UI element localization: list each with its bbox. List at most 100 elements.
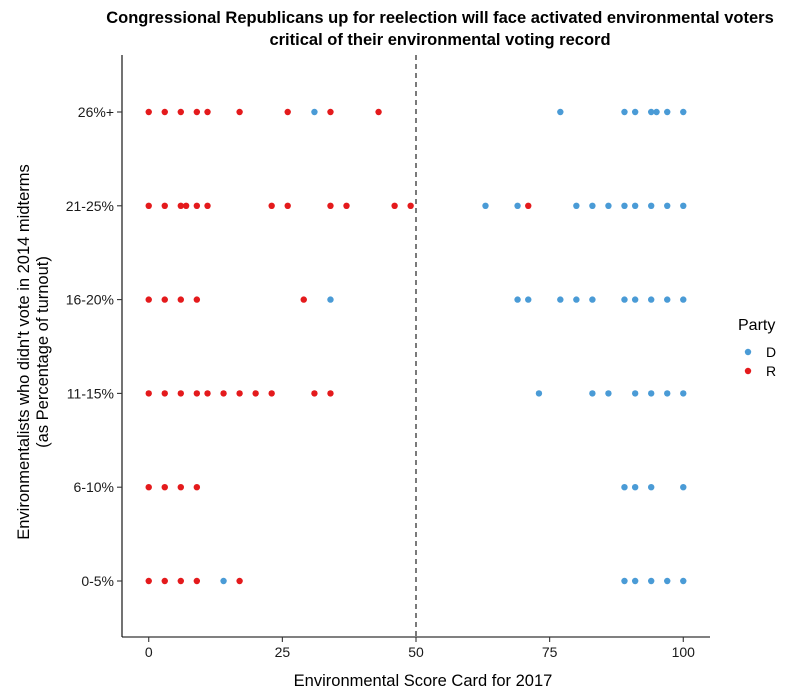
data-point-r <box>161 577 168 585</box>
data-point-d <box>653 108 660 116</box>
x-tick-label: 25 <box>275 644 291 660</box>
data-point-d <box>631 577 639 585</box>
y-tick-label: 21-25% <box>66 198 114 214</box>
data-point-d <box>648 390 655 397</box>
data-point-r <box>252 390 259 397</box>
data-point-r <box>300 296 307 303</box>
data-point-d <box>311 108 318 116</box>
data-point-d <box>664 202 671 209</box>
data-point-d <box>621 296 628 303</box>
data-point-r <box>268 202 275 209</box>
data-point-r <box>177 484 184 491</box>
x-tick-label: 50 <box>408 644 424 660</box>
data-point-d <box>605 202 612 209</box>
data-point-d <box>648 577 655 585</box>
data-point-d <box>680 296 687 303</box>
data-point-r <box>145 108 152 116</box>
data-point-d <box>631 484 639 491</box>
data-point-r <box>193 296 201 303</box>
data-point-r <box>193 390 201 397</box>
legend-label-r: R <box>766 363 776 379</box>
data-point-r <box>284 108 291 116</box>
data-point-d <box>648 108 655 116</box>
data-point-d <box>680 202 687 209</box>
data-point-r <box>145 202 152 209</box>
data-point-d <box>514 296 521 303</box>
data-point-d <box>573 202 580 209</box>
y-tick-label: 11-15% <box>67 385 114 401</box>
data-point-d <box>631 108 639 116</box>
data-point-r <box>236 577 243 585</box>
data-point-d <box>680 390 687 397</box>
y-tick-label: 6-10% <box>74 479 114 495</box>
data-point-r <box>193 202 201 209</box>
chart-title-line-2: critical of their environmental voting r… <box>269 31 610 49</box>
data-point-d <box>327 296 334 303</box>
data-point-r <box>177 390 184 397</box>
data-point-d <box>535 390 543 397</box>
y-tick-label: 26%+ <box>78 104 114 120</box>
data-point-d <box>573 296 580 303</box>
data-point-r <box>525 202 532 209</box>
legend-title: Party <box>738 317 775 334</box>
data-point-r <box>343 202 350 209</box>
plot-area: 0 25 50 75 100 0-5% 6-10% 11-15% 16-20% 21-25% 26%… <box>66 55 710 660</box>
data-point-d <box>664 296 671 303</box>
data-point-d <box>621 484 628 491</box>
data-point-r <box>161 296 168 303</box>
data-point-r <box>311 390 318 397</box>
data-point-r <box>177 577 184 585</box>
data-point-r <box>145 296 152 303</box>
data-point-d <box>631 296 639 303</box>
data-point-r <box>268 390 275 397</box>
data-point-d <box>621 202 628 209</box>
data-point-r <box>145 484 152 491</box>
data-point-r <box>375 108 382 116</box>
data-point-d <box>680 108 687 116</box>
y-tick-label: 16-20% <box>66 292 114 308</box>
data-point-r <box>327 202 334 209</box>
legend-swatch-r <box>744 367 752 375</box>
data-point-d <box>664 390 671 397</box>
data-point-d <box>621 108 628 116</box>
data-point-d <box>664 577 671 585</box>
data-point-r <box>391 202 398 209</box>
data-point-d <box>557 108 564 116</box>
data-point-d <box>621 577 628 585</box>
data-point-d <box>631 202 639 209</box>
data-point-d <box>605 390 612 397</box>
chart-title-line-1: Congressional Republicans up for reelect… <box>106 9 774 27</box>
y-tick-label: 0-5% <box>81 573 114 589</box>
legend-swatch-d <box>744 348 752 356</box>
data-point-r <box>161 202 168 209</box>
legend-label-d: D <box>766 344 776 360</box>
data-point-r <box>284 202 291 209</box>
data-point-d <box>680 577 687 585</box>
x-axis-title: Environmental Score Card for 2017 <box>294 672 553 690</box>
data-point-r <box>177 108 184 116</box>
data-point-r <box>327 108 334 116</box>
data-point-r <box>145 577 152 585</box>
data-point-d <box>631 390 639 397</box>
data-point-d <box>589 296 596 303</box>
data-point-d <box>664 108 671 116</box>
legend: Party D R <box>738 317 776 379</box>
data-point-r <box>193 108 201 116</box>
x-tick-label: 0 <box>145 644 153 660</box>
data-point-r <box>161 390 168 397</box>
data-point-d <box>482 202 489 209</box>
x-tick-label: 75 <box>542 644 558 660</box>
data-point-d <box>589 390 596 397</box>
y-axis-title-line-2: (as Percentage of turnout) <box>34 256 52 448</box>
data-point-r <box>161 108 168 116</box>
data-point-d <box>220 577 227 585</box>
data-point-r <box>204 202 211 209</box>
data-point-r <box>182 202 190 209</box>
data-point-r <box>145 390 152 397</box>
y-axis-title-line-1: Environmentalists who didn't vote in 201… <box>15 164 33 540</box>
data-point-d <box>557 296 564 303</box>
data-point-d <box>680 484 687 491</box>
data-point-d <box>589 202 596 209</box>
data-point-r <box>177 202 184 209</box>
